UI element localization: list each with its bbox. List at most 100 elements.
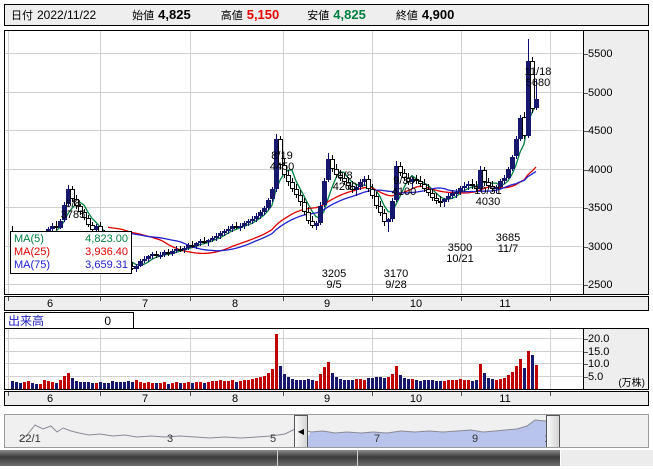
candle-body	[134, 265, 139, 269]
scrollbar-track[interactable]	[561, 450, 653, 466]
horizontal-scrollbar[interactable]	[0, 450, 653, 466]
volume-axis-tick: 5.0	[588, 371, 604, 384]
volume-bar	[415, 380, 418, 389]
date-label: 日付	[11, 10, 33, 22]
candle-wick	[204, 237, 205, 244]
volume-bar	[395, 365, 398, 389]
x-axis-tickmark	[190, 392, 191, 396]
scrollbar-thumb[interactable]	[0, 450, 561, 466]
candle-body	[270, 189, 275, 200]
annotation-line1: 9/8	[337, 170, 353, 182]
volume-bar	[327, 362, 330, 389]
volume-bar	[235, 381, 238, 389]
candle-wick	[472, 179, 473, 189]
navigator-right-handle[interactable]	[546, 415, 560, 447]
volume-bar	[311, 380, 314, 389]
volume-bar	[139, 381, 142, 389]
candle-body	[386, 219, 391, 223]
volume-bar	[443, 380, 446, 389]
volume-bar	[403, 377, 406, 389]
volume-bar	[191, 382, 194, 389]
volume-bar	[135, 380, 138, 389]
price-chart-panel[interactable]: 6/8378526567/68/19445032059/59/842009/30…	[4, 30, 584, 295]
candle-body	[398, 165, 403, 174]
volume-bar	[367, 378, 370, 389]
volume-bar	[355, 379, 358, 389]
annotation-line2: 10/21	[446, 253, 474, 265]
candle-body	[462, 185, 467, 188]
volume-bar	[507, 374, 510, 389]
volume-gridline	[5, 350, 583, 352]
candle-body	[170, 250, 175, 254]
volume-bar	[259, 377, 262, 389]
quote-low: 安値 4,825	[307, 7, 366, 23]
volume-bar	[447, 380, 450, 389]
candle-body	[430, 193, 435, 198]
range-navigator[interactable]: 22/1357911 ◀	[4, 414, 649, 448]
volume-bar	[463, 379, 466, 389]
price-axis-tick: 4000	[588, 163, 613, 176]
volume-bar	[231, 379, 234, 389]
volume-chart-panel[interactable]	[4, 328, 584, 390]
candle-wick	[444, 197, 445, 208]
volume-bar	[143, 382, 146, 389]
volume-bar	[243, 380, 246, 389]
annotation-line2: 4030	[475, 196, 501, 208]
candle-body	[138, 260, 143, 266]
volume-bar	[515, 365, 518, 389]
volume-bar	[467, 380, 470, 389]
month-gridline	[100, 31, 101, 294]
x-axis-label: 7	[141, 298, 149, 310]
candle-body	[418, 180, 423, 185]
volume-bar	[103, 383, 106, 389]
price-axis-tickmark	[584, 169, 588, 171]
x-axis-tickmark	[8, 297, 9, 301]
x-axis-label: 11	[499, 298, 511, 310]
volume-bar	[331, 373, 334, 389]
ma25-value: 3,936.40	[85, 246, 128, 258]
x-axis-label: 6	[46, 393, 54, 405]
candle-body	[346, 181, 351, 186]
volume-bar	[315, 380, 318, 389]
navigator-month-label: 3	[166, 433, 174, 445]
x-axis-tickmark	[190, 297, 191, 301]
annotation-high-6-8: 6/8 3785	[61, 199, 85, 221]
annotation-line2: 4200	[332, 181, 358, 193]
month-gridline	[190, 31, 191, 294]
volume-bar	[11, 381, 14, 389]
x-axis-tickmark	[283, 392, 284, 396]
candle-body	[338, 174, 343, 178]
x-axis-tickmark	[550, 297, 551, 301]
month-gridline	[550, 31, 551, 294]
price-gridline	[5, 245, 583, 247]
volume-bar	[51, 381, 54, 389]
price-axis-tickmark	[584, 92, 588, 94]
volume-x-axis: 6 7 8 9 10 11	[4, 391, 649, 406]
month-gridline	[461, 31, 462, 294]
volume-bar	[55, 382, 58, 389]
volume-bar	[35, 383, 38, 389]
volume-gridline	[5, 376, 583, 378]
annotation-line1: 3170	[383, 268, 409, 280]
low-value: 4,825	[333, 7, 366, 22]
month-gridline	[372, 31, 373, 294]
volume-bar	[43, 379, 46, 389]
volume-bar	[267, 372, 270, 389]
volume-bar	[99, 382, 102, 389]
volume-bar	[527, 350, 530, 389]
volume-bar	[339, 378, 342, 389]
x-axis-tickmark	[550, 392, 551, 396]
annotation-high-9-30: 9/30 4100	[392, 176, 416, 198]
candle-wick	[192, 240, 193, 248]
candle-body	[502, 177, 507, 181]
candle-body	[86, 217, 91, 225]
navigator-left-handle[interactable]: ◀	[294, 415, 308, 447]
x-axis-label: 9	[323, 393, 331, 405]
ma25-name: MA(25)	[14, 246, 51, 258]
volume-bar	[179, 383, 182, 389]
candle-body	[334, 168, 339, 175]
volume-bar	[219, 380, 222, 389]
volume-bar	[159, 383, 162, 389]
quote-header: 日付 2022/11/22 始値 4,825 高値 5,150 安値 4,825…	[4, 4, 649, 26]
volume-bar	[155, 383, 158, 389]
